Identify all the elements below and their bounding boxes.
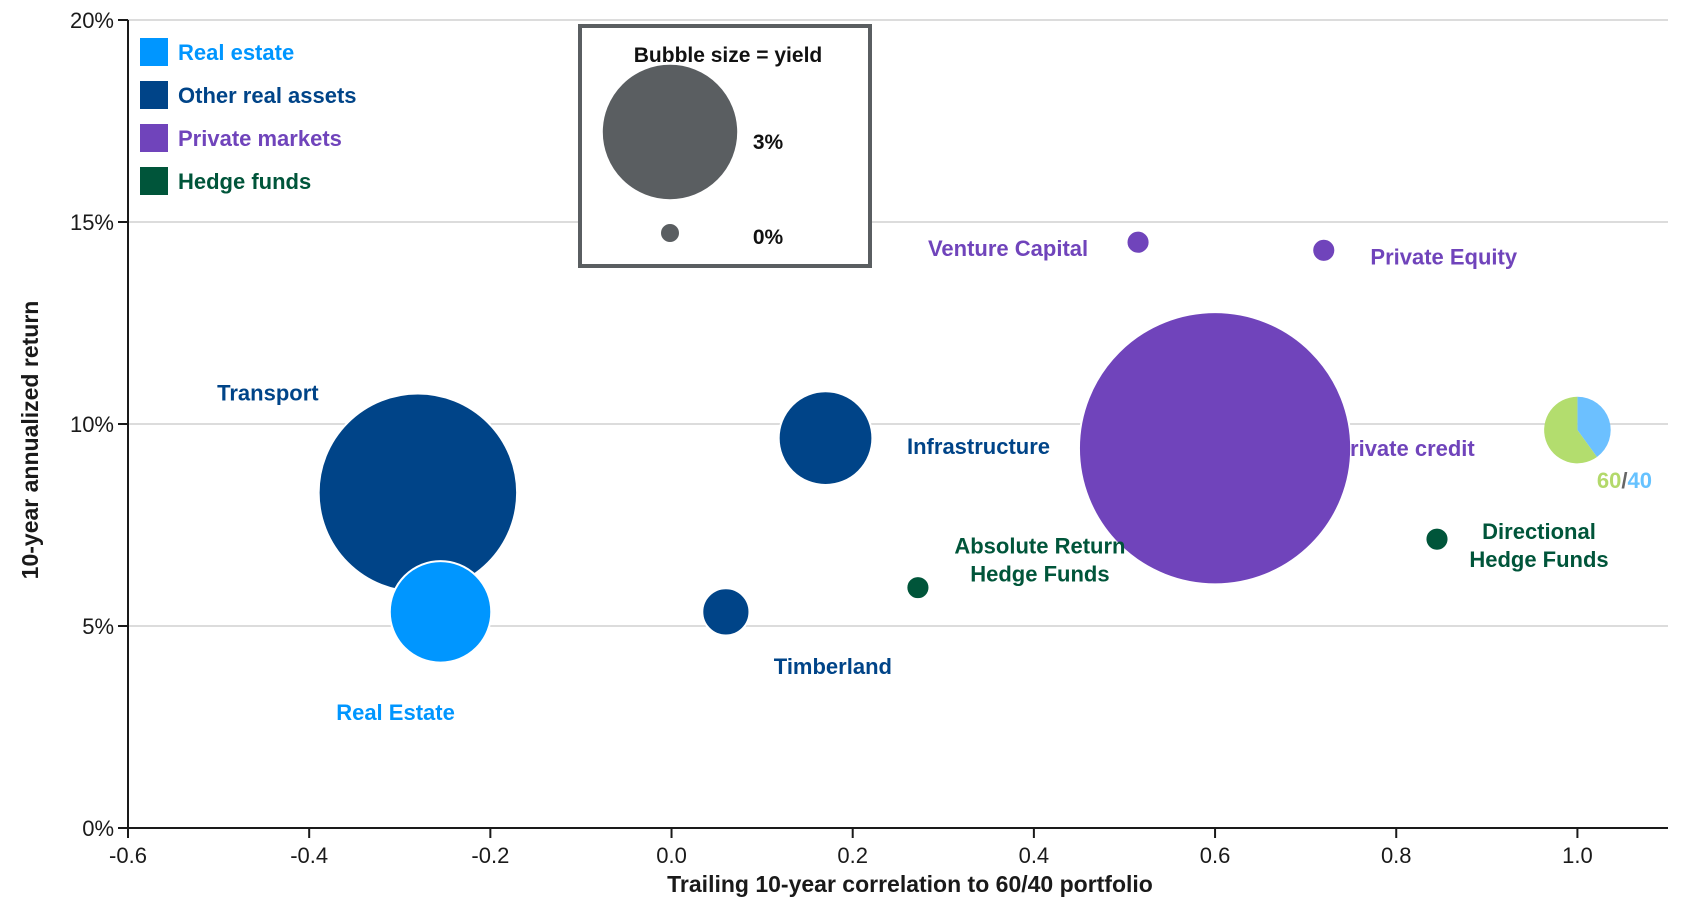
- label-line: Timberland: [774, 654, 892, 679]
- bubble-venture-capital: [1125, 229, 1151, 255]
- x-axis-title: Trailing 10-year correlation to 60/40 po…: [667, 871, 1153, 897]
- bubble-transport: [317, 392, 519, 593]
- label-line: Real Estate: [336, 700, 455, 725]
- x-tick-label: -0.4: [290, 843, 328, 868]
- label-line: Absolute Return: [954, 534, 1125, 559]
- x-tick-label: 0.0: [656, 843, 687, 868]
- label-private-credit: Private credit: [1335, 436, 1475, 461]
- label-directional-hedge-funds: Directional Hedge Funds: [1469, 519, 1608, 572]
- size-legend-title: Bubble size = yield: [634, 44, 822, 67]
- bubble-private-credit: [1077, 311, 1353, 586]
- label-line: Infrastructure: [907, 434, 1050, 459]
- label-infrastructure: Infrastructure: [907, 434, 1050, 459]
- x-tick-label: 0.4: [1019, 843, 1050, 868]
- label-venture-capital: Venture Capital: [928, 236, 1088, 261]
- legend-swatch-private-markets: [140, 124, 168, 152]
- label-line: Directional: [1482, 519, 1596, 544]
- label-private-equity: Private Equity: [1370, 244, 1517, 269]
- label-line: Hedge Funds: [1469, 547, 1608, 572]
- x-tick-label: 1.0: [1562, 843, 1593, 868]
- x-tick-label: 0.2: [837, 843, 868, 868]
- legend-swatch-other-real-assets: [140, 81, 168, 109]
- y-tick-label: 15%: [70, 210, 114, 235]
- legend-label-real-estate: Real estate: [178, 40, 294, 65]
- size-legend-label: 3%: [753, 131, 784, 154]
- pie-slice-60: [1544, 396, 1597, 464]
- x-tick-label: -0.2: [471, 843, 509, 868]
- label-real-estate: Real Estate: [336, 700, 455, 725]
- x-tick-label: 0.6: [1200, 843, 1231, 868]
- label-line: Hedge Funds: [970, 562, 1109, 587]
- legend-label-other-real-assets: Other real assets: [178, 83, 357, 108]
- y-axis-title: 10-year annualized return: [17, 301, 43, 580]
- size-legend-bubble-0: [659, 222, 681, 244]
- y-tick-label: 0%: [82, 816, 114, 841]
- label-60-40-part: 60: [1597, 468, 1621, 493]
- y-tick-label: 5%: [82, 614, 114, 639]
- legend: Real estate Other real assets Private mark…: [140, 38, 357, 195]
- bubble-directional-hedge-funds: [1424, 526, 1450, 552]
- label-timberland: Timberland: [774, 654, 892, 679]
- bubble-infrastructure: [777, 390, 874, 487]
- legend-label-private-markets: Private markets: [178, 126, 342, 151]
- label-line: Transport: [217, 381, 319, 406]
- label-absolute-return-hedge-funds: Absolute Return Hedge Funds: [954, 534, 1125, 587]
- bubble-private-equity: [1311, 237, 1337, 263]
- label-60-40: 60/40: [1597, 468, 1652, 493]
- bubbles: [317, 229, 1611, 664]
- axes: 0% 5% 10% 15% 20% -0.6 -0.4 -0.2 0.0 0.2 0.4 0.6 0.8…: [70, 8, 1668, 868]
- label-line: Private credit: [1335, 436, 1475, 461]
- size-legend-label: 0%: [753, 226, 784, 249]
- legend-swatch-hedge-funds: [140, 167, 168, 195]
- size-legend-bubble-3: [600, 62, 740, 202]
- legend-label-hedge-funds: Hedge funds: [178, 169, 311, 194]
- label-transport: Transport: [217, 381, 319, 406]
- label-60-40-part: 40: [1627, 468, 1651, 493]
- x-tick-label: 0.8: [1381, 843, 1412, 868]
- y-tick-label: 10%: [70, 412, 114, 437]
- size-legend: Bubble size = yield 3% 0%: [578, 24, 872, 268]
- bubble-timberland: [701, 587, 751, 637]
- pie-slice-40: [1577, 396, 1611, 457]
- label-60-40-part: /: [1621, 468, 1627, 493]
- x-tick-label: -0.6: [109, 843, 147, 868]
- point-labels: Transport Real Estate Timberland Infrastruc…: [217, 236, 1652, 725]
- bubble-real-estate: [388, 560, 493, 664]
- bubble-absolute-return-hedge-funds: [905, 575, 931, 601]
- label-line: Venture Capital: [928, 236, 1088, 261]
- y-tick-label: 20%: [70, 8, 114, 33]
- legend-swatch-real-estate: [140, 38, 168, 66]
- label-line: Private Equity: [1370, 244, 1517, 269]
